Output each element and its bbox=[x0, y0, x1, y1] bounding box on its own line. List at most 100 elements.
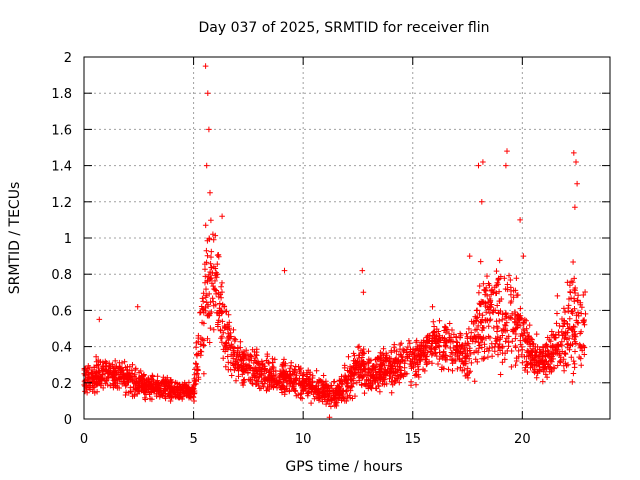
data-point bbox=[422, 348, 429, 354]
data-point bbox=[104, 376, 110, 382]
data-point bbox=[319, 390, 326, 396]
data-point bbox=[564, 321, 571, 327]
data-point bbox=[386, 356, 393, 362]
data-point bbox=[248, 357, 254, 364]
data-point bbox=[206, 236, 213, 243]
data-point bbox=[388, 378, 395, 385]
data-point bbox=[573, 159, 579, 165]
data-point bbox=[473, 335, 480, 341]
data-point bbox=[357, 369, 364, 376]
data-point bbox=[420, 352, 427, 359]
data-point bbox=[107, 382, 114, 389]
data-point bbox=[93, 373, 99, 379]
axis-ticks: 00.20.40.60.811.21.41.61.820 5 10 15 20 bbox=[51, 51, 610, 447]
data-point bbox=[412, 347, 418, 354]
data-point bbox=[474, 314, 481, 321]
data-point bbox=[440, 352, 446, 358]
data-point bbox=[281, 391, 288, 397]
data-point bbox=[274, 380, 280, 386]
data-point bbox=[504, 286, 511, 293]
data-point bbox=[436, 333, 443, 339]
data-point bbox=[251, 349, 258, 355]
data-point bbox=[504, 281, 511, 288]
data-point bbox=[467, 351, 474, 357]
data-point bbox=[502, 350, 508, 356]
data-point bbox=[463, 331, 470, 337]
data-point bbox=[382, 366, 389, 373]
data-point bbox=[215, 252, 222, 258]
data-point bbox=[552, 334, 558, 341]
data-point bbox=[210, 298, 216, 305]
data-point bbox=[484, 304, 491, 311]
data-point bbox=[356, 343, 362, 350]
data-point bbox=[387, 369, 394, 376]
data-point bbox=[281, 385, 287, 392]
data-point bbox=[368, 373, 375, 380]
data-point bbox=[505, 339, 512, 346]
data-point bbox=[445, 366, 452, 373]
data-point bbox=[165, 382, 171, 389]
data-point bbox=[564, 329, 571, 336]
data-point bbox=[413, 382, 419, 388]
data-point bbox=[393, 348, 400, 355]
data-point bbox=[456, 356, 463, 363]
data-point bbox=[383, 357, 389, 364]
data-point bbox=[216, 305, 223, 311]
data-point bbox=[204, 277, 211, 284]
data-point bbox=[566, 346, 573, 353]
data-point bbox=[571, 364, 578, 371]
data-point bbox=[98, 375, 104, 381]
data-point bbox=[129, 370, 135, 377]
data-point bbox=[497, 308, 504, 314]
data-point bbox=[204, 335, 211, 342]
data-point bbox=[408, 382, 414, 388]
data-point bbox=[493, 290, 499, 297]
data-point bbox=[561, 305, 567, 312]
data-point bbox=[515, 348, 522, 354]
data-point bbox=[212, 232, 219, 239]
data-point bbox=[239, 349, 245, 356]
data-point bbox=[99, 363, 106, 369]
data-point bbox=[540, 378, 546, 385]
data-point bbox=[562, 350, 569, 356]
x-tick-label: 20 bbox=[514, 432, 531, 447]
data-point bbox=[258, 371, 265, 377]
data-point bbox=[474, 359, 481, 365]
data-point bbox=[534, 344, 541, 350]
data-point bbox=[477, 258, 484, 265]
data-point bbox=[504, 148, 510, 154]
data-point bbox=[476, 283, 483, 289]
data-point bbox=[537, 357, 544, 364]
data-point bbox=[219, 301, 226, 308]
data-point bbox=[496, 341, 503, 347]
data-point bbox=[406, 338, 412, 344]
data-point bbox=[373, 385, 380, 392]
data-point bbox=[486, 345, 493, 351]
data-point bbox=[350, 350, 357, 357]
data-point bbox=[158, 392, 164, 398]
data-point bbox=[528, 349, 535, 355]
data-point bbox=[164, 377, 170, 383]
data-point bbox=[327, 396, 334, 403]
data-point bbox=[487, 303, 494, 310]
data-point bbox=[539, 350, 545, 356]
data-point bbox=[377, 389, 383, 395]
data-point bbox=[497, 371, 504, 378]
data-point bbox=[499, 359, 506, 366]
data-point bbox=[543, 358, 550, 365]
data-point bbox=[480, 356, 487, 362]
data-point bbox=[446, 337, 452, 344]
data-point bbox=[215, 309, 221, 316]
data-point bbox=[324, 385, 330, 392]
data-point bbox=[266, 386, 273, 392]
data-point bbox=[173, 385, 180, 392]
data-point bbox=[209, 295, 216, 302]
data-point bbox=[148, 380, 155, 387]
data-point bbox=[249, 374, 256, 380]
data-point bbox=[191, 398, 197, 404]
data-point bbox=[472, 327, 478, 333]
data-point bbox=[517, 217, 523, 223]
data-point bbox=[564, 279, 571, 286]
data-point bbox=[430, 350, 436, 357]
data-point bbox=[219, 289, 225, 295]
